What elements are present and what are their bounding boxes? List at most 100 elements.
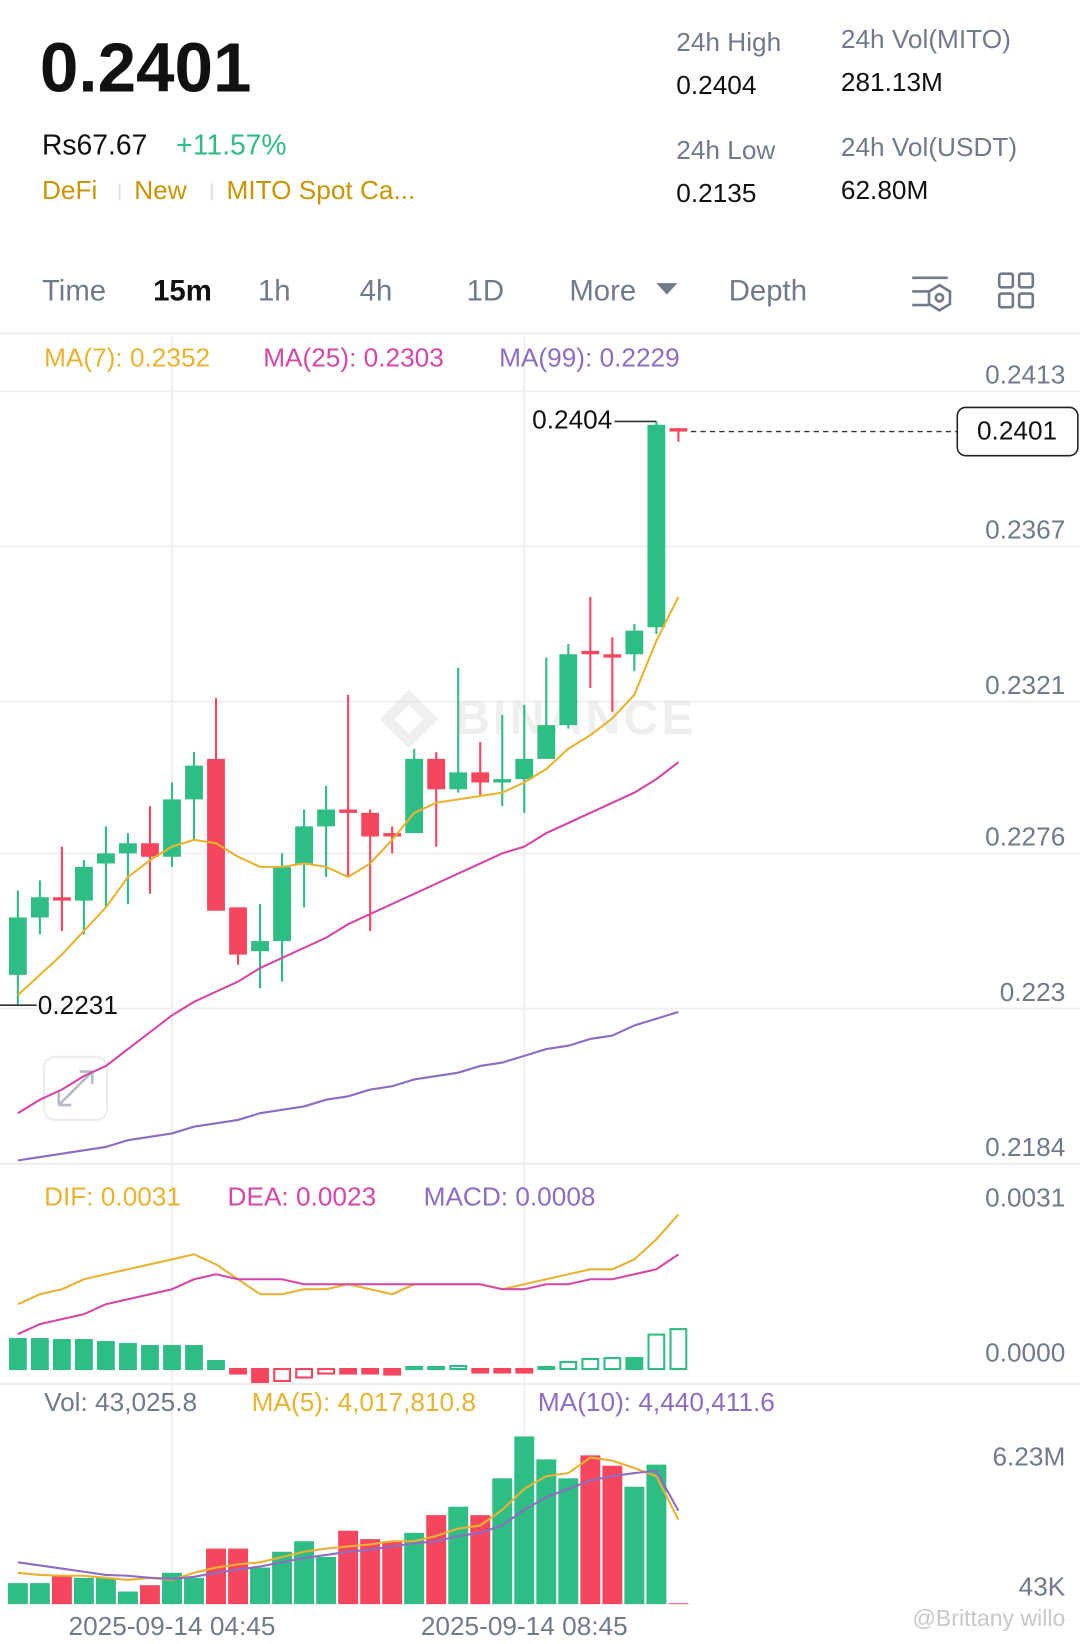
tag[interactable]: New <box>134 175 186 205</box>
candle-body <box>75 866 93 901</box>
candle-body <box>251 941 269 952</box>
candle-body <box>185 765 203 800</box>
tab-bar: Time 15m 1h 4h 1D More Depth <box>42 274 807 307</box>
macd-bar <box>339 1367 358 1375</box>
candle-body <box>515 758 534 780</box>
candle-body <box>30 897 49 918</box>
legend-entry: DEA: 0.0023 <box>228 1181 377 1211</box>
ma-line <box>17 1456 680 1582</box>
macd-bar <box>625 1357 644 1371</box>
last-price-box <box>956 406 1079 457</box>
macd-bar <box>361 1367 380 1375</box>
macd-bar <box>405 1365 424 1371</box>
last-price: 0.2401 <box>40 29 252 107</box>
ma-line <box>17 1469 680 1580</box>
legend-entry: DIF: 0.0031 <box>44 1181 181 1211</box>
volume-bar <box>272 1551 293 1605</box>
tag[interactable]: MITO Spot Ca... <box>227 175 416 205</box>
y-tick-label: 0.2367 <box>985 515 1065 545</box>
y-tick-label: 43K <box>1019 1571 1066 1601</box>
layout-icon[interactable] <box>997 272 1035 309</box>
x-tick-label: 2025-09-14 04:45 <box>69 1611 276 1641</box>
macd-bar <box>449 1364 468 1371</box>
legend-entry: MA(10): 4,440,411.6 <box>538 1387 775 1417</box>
credit: @Brittany willo <box>913 1605 1066 1631</box>
y-tick-label: 0.2321 <box>985 670 1065 700</box>
macd-bar <box>317 1367 336 1375</box>
stat-label: 24h Low <box>676 135 775 165</box>
tag-divider <box>210 183 213 201</box>
macd-bar <box>52 1339 71 1371</box>
ma-line <box>17 596 680 996</box>
y-tick-label: 0.2184 <box>985 1132 1065 1162</box>
ma-line <box>17 761 680 1115</box>
legend-entry: Vol: 43,025.8 <box>44 1387 197 1417</box>
min-label: 0.2231 <box>38 990 118 1020</box>
ma-line <box>17 1213 680 1306</box>
macd-bar <box>669 1328 688 1371</box>
ma-line <box>17 1253 679 1336</box>
volume-bar <box>558 1478 579 1605</box>
volume-bar <box>426 1515 447 1605</box>
tab[interactable]: Depth <box>729 274 807 307</box>
dropdown-arrow <box>656 283 678 295</box>
volume-bar <box>602 1465 623 1605</box>
macd-bar <box>427 1365 446 1371</box>
volume-bar <box>404 1532 425 1605</box>
candle-body <box>52 897 71 901</box>
macd-bar <box>8 1338 27 1371</box>
macd-bar <box>603 1357 622 1371</box>
volume-bar <box>7 1583 28 1605</box>
y-tick-label: 6.23M <box>992 1441 1065 1471</box>
candle-body <box>669 428 688 432</box>
volume-bar <box>316 1557 337 1605</box>
settings-icon[interactable] <box>912 276 952 312</box>
macd-bar <box>515 1367 534 1374</box>
candle-body <box>427 758 446 790</box>
tag[interactable]: DeFi <box>42 175 97 205</box>
y-tick-label: 0.0000 <box>985 1337 1065 1367</box>
volume-bar <box>228 1548 249 1605</box>
volume-bar <box>184 1577 204 1605</box>
macd-bar <box>493 1367 512 1374</box>
tab[interactable]: 15m <box>153 274 212 307</box>
expand-button[interactable] <box>43 1055 109 1121</box>
legend-entry: MA(7): 0.2352 <box>44 343 210 373</box>
macd-bar <box>559 1360 578 1371</box>
candle-body <box>581 650 600 655</box>
candle-body <box>8 917 27 975</box>
stat-value: 62.80M <box>841 175 928 205</box>
tab[interactable]: 4h <box>360 274 393 307</box>
macd-bar <box>295 1367 314 1379</box>
candle-body <box>141 843 159 857</box>
candle-body <box>405 758 424 834</box>
candle-body <box>119 843 137 854</box>
y-tick-label: 0.223 <box>1000 977 1066 1007</box>
legend-entry: MA(25): 0.2303 <box>263 343 444 373</box>
y-tick-label: 0.0031 <box>985 1183 1065 1213</box>
candle-body <box>647 424 666 628</box>
volume-bar <box>117 1591 138 1605</box>
macd-bar <box>383 1367 402 1376</box>
tab[interactable]: 1h <box>258 274 291 307</box>
tab[interactable]: Time <box>42 274 106 307</box>
tab[interactable]: 1D <box>467 274 505 307</box>
macd-bar <box>97 1341 115 1371</box>
tab[interactable]: More <box>569 274 636 307</box>
macd-bar <box>581 1357 600 1371</box>
x-tick-label: 2025-09-14 08:45 <box>421 1611 628 1641</box>
volume-bar <box>470 1515 491 1605</box>
volume-bar <box>492 1478 513 1605</box>
fiat-price: Rs67.67 <box>42 128 147 160</box>
candle-body <box>625 630 644 655</box>
stat-value: 0.2135 <box>676 178 756 208</box>
volume-bar <box>73 1577 94 1605</box>
macd-bar <box>251 1367 269 1384</box>
candle-body <box>537 725 556 759</box>
last-price-label: 0.2401 <box>977 416 1057 446</box>
macd-bar <box>273 1367 291 1383</box>
macd-bar <box>207 1359 225 1371</box>
y-tick-label: 0.2276 <box>985 822 1065 852</box>
